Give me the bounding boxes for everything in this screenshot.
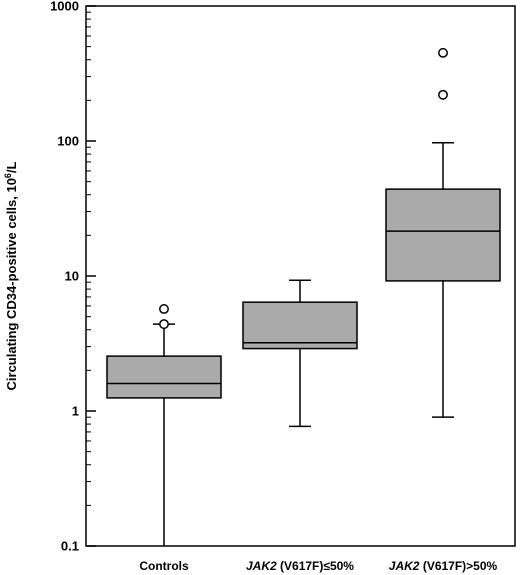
outlier-point (159, 319, 169, 330)
x-axis-categories: Controls JAK2 (V617F)≤50% JAK2 (V617F)>50% (139, 559, 497, 573)
y-tick-label: 1000 (50, 0, 79, 14)
y-axis-ticks: 0.1 1 10 100 1000 (50, 0, 96, 554)
outlier-point (438, 47, 448, 58)
category-gene-name: JAK2 (246, 559, 277, 573)
interquartile-box (385, 188, 501, 282)
y-tick-label: 10 (65, 269, 79, 284)
box-2 (242, 279, 358, 428)
interquartile-box (106, 355, 222, 399)
y-axis-label-suffix: /L (4, 161, 19, 173)
box-1 (106, 304, 222, 546)
y-axis-label: Circulating CD34-positive cells, 106/L (3, 161, 19, 390)
y-axis-label-sup: 6 (3, 173, 13, 178)
category-gene-name: JAK2 (389, 559, 420, 573)
outlier-point (159, 304, 169, 314)
outlier-point (438, 89, 448, 100)
y-tick-label: 1 (72, 404, 79, 419)
category-label-text: (V617F)>50% (419, 559, 497, 573)
y-tick-label: 0.1 (61, 539, 79, 554)
y-axis-label-main: Circulating CD34-positive cells, 10 (4, 178, 19, 390)
x-category-label: JAK2 (V617F)>50% (389, 559, 498, 573)
x-category-label: JAK2 (V617F)≤50% (246, 559, 354, 573)
category-label-text: Controls (139, 559, 189, 573)
interquartile-box (242, 301, 358, 350)
category-label-text: (V617F)≤50% (277, 559, 355, 573)
y-tick-label: 100 (57, 134, 79, 149)
box-series (106, 47, 501, 546)
x-category-label: Controls (139, 559, 189, 573)
box-3 (385, 47, 501, 418)
